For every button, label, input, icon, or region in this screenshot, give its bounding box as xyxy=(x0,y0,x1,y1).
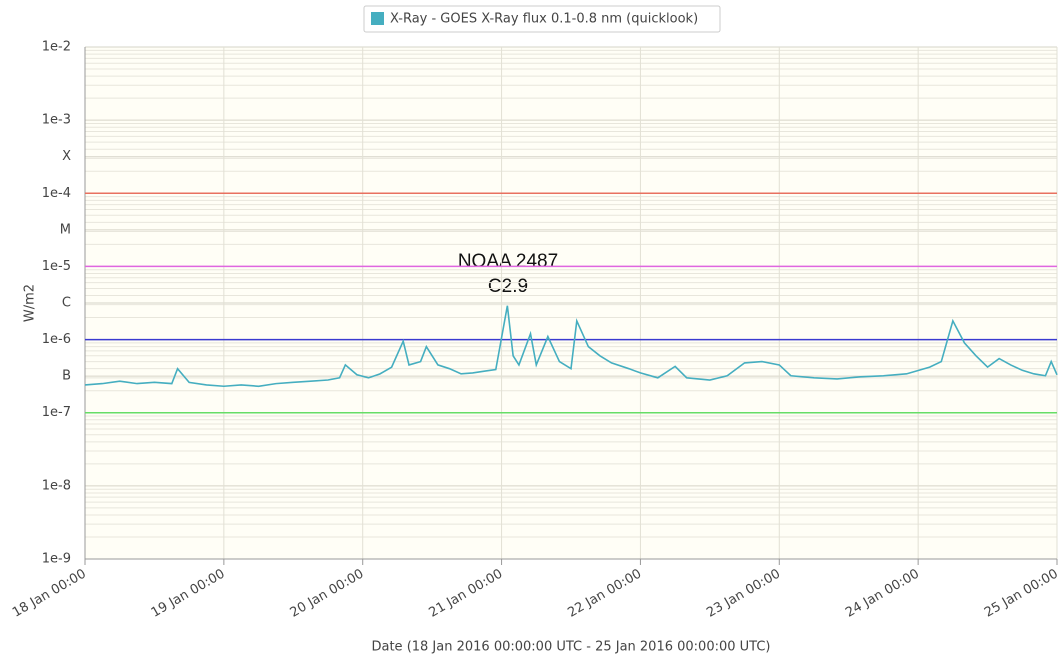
y-axis-title: W/m2 xyxy=(23,284,38,322)
x-tick-label: 18 Jan 00:00 xyxy=(10,567,89,621)
y-tick-label: 1e-8 xyxy=(42,478,71,493)
y-tick-label: 1e-6 xyxy=(42,332,71,347)
legend: X-Ray - GOES X-Ray flux 0.1-0.8 nm (quic… xyxy=(363,5,721,33)
x-tick-label: 24 Jan 00:00 xyxy=(843,567,922,621)
annotation: C2.9 xyxy=(488,276,528,297)
y-tick-label: M xyxy=(60,222,71,237)
y-tick-label: C xyxy=(62,296,71,311)
x-tick-label: 23 Jan 00:00 xyxy=(704,567,783,621)
y-tick-label: 1e-2 xyxy=(42,40,71,55)
x-axis-title: Date (18 Jan 2016 00:00:00 UTC - 25 Jan … xyxy=(371,640,770,655)
x-tick-label: 25 Jan 00:00 xyxy=(982,567,1061,621)
x-tick-label: 21 Jan 00:00 xyxy=(427,567,506,621)
series-line xyxy=(84,305,1058,388)
x-tick-label: 19 Jan 00:00 xyxy=(149,567,228,621)
y-tick-label: X xyxy=(62,149,71,164)
annotation: NOAA 2487 xyxy=(458,251,558,272)
legend-label: X-Ray - GOES X-Ray flux 0.1-0.8 nm (quic… xyxy=(390,12,698,27)
y-tick-label: B xyxy=(62,369,71,384)
y-tick-label: 1e-7 xyxy=(42,405,71,420)
legend-box xyxy=(363,5,721,33)
y-tick-label: 1e-3 xyxy=(42,113,71,128)
y-tick-label: 1e-4 xyxy=(42,186,71,201)
y-tick-label: 1e-9 xyxy=(42,552,71,567)
legend-swatch xyxy=(371,12,384,25)
x-tick-label: 22 Jan 00:00 xyxy=(565,567,644,621)
y-tick-label: 1e-5 xyxy=(42,259,71,274)
x-tick-label: 20 Jan 00:00 xyxy=(288,567,367,621)
